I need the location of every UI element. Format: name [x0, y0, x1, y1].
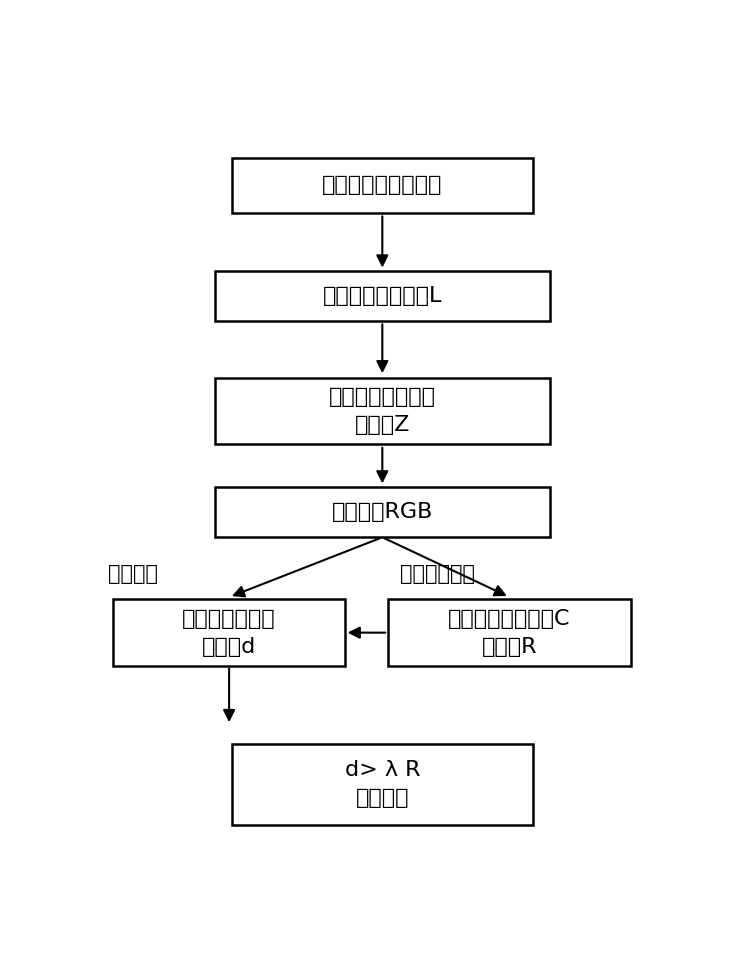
Bar [388, 599, 631, 666]
Text: 计算基准序列长度L: 计算基准序列长度L [322, 286, 442, 306]
Bar [232, 743, 533, 825]
Text: 训练超球面得圆心C
和半径R: 训练超球面得圆心C 和半径R [448, 609, 571, 657]
Text: 初始正常状态: 初始正常状态 [400, 564, 474, 584]
Bar [215, 271, 550, 322]
Text: d> λ R
故障诊断: d> λ R 故障诊断 [345, 760, 420, 808]
Text: 计算与超球面原
点距离d: 计算与超球面原 点距离d [182, 609, 276, 657]
Bar [113, 599, 345, 666]
Bar [215, 377, 550, 444]
Text: 测试数据: 测试数据 [107, 564, 157, 584]
Text: 获取振动和速度信息: 获取振动和速度信息 [322, 176, 442, 196]
Text: 计算得类RGB: 计算得类RGB [332, 502, 433, 522]
Bar [215, 487, 550, 538]
Bar [232, 157, 533, 213]
Text: 对数列进行切分得
超数组Z: 对数列进行切分得 超数组Z [329, 387, 436, 435]
